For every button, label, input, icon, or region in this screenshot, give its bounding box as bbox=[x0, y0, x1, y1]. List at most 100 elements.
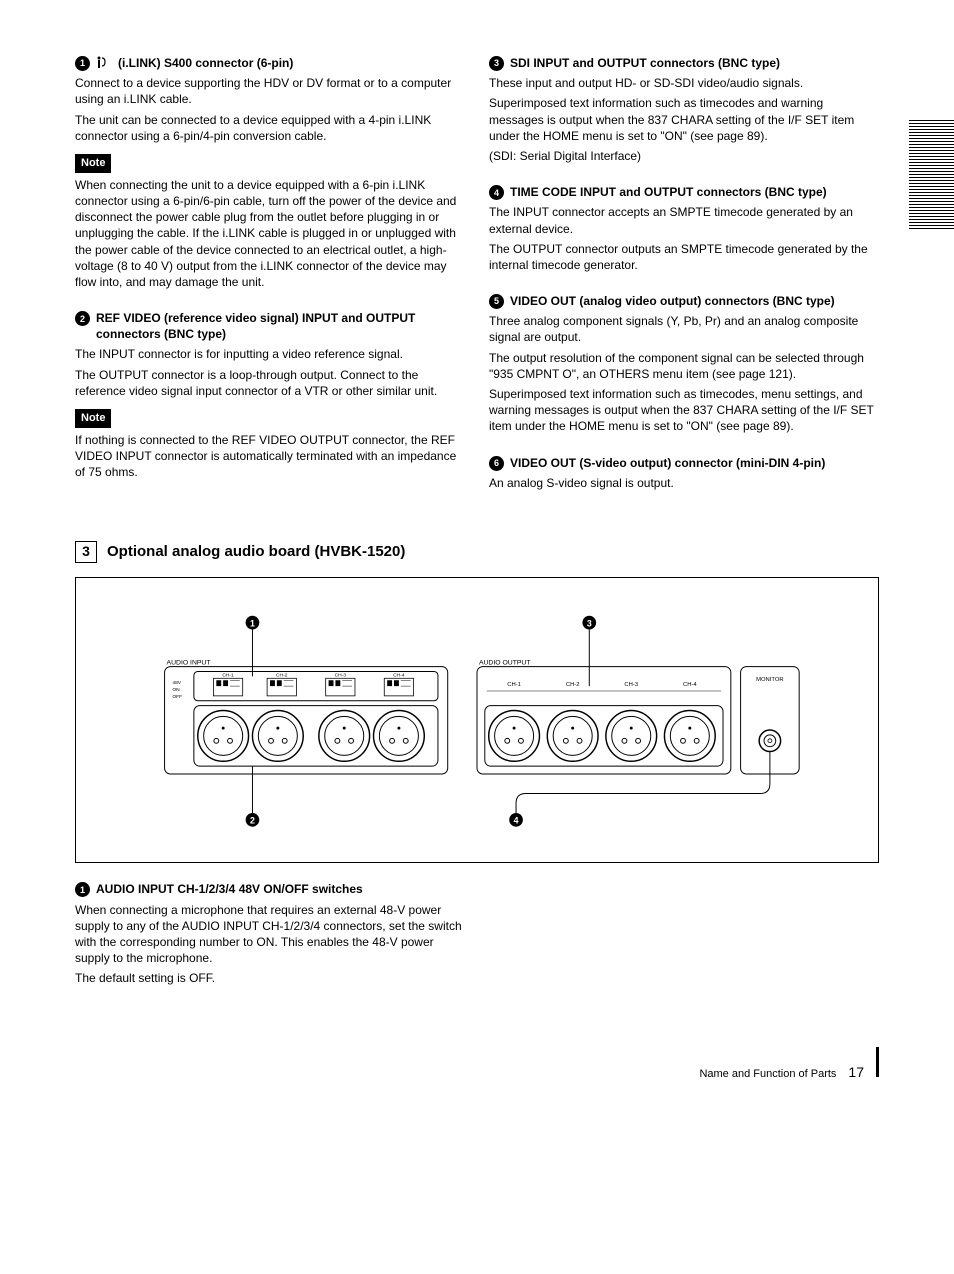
item-5-body: Three analog component signals (Y, Pb, P… bbox=[489, 313, 879, 434]
bullet-3: 3 bbox=[489, 56, 504, 71]
callout-3: 3 bbox=[582, 616, 596, 686]
lower-item-1-title: AUDIO INPUT CH-1/2/3/4 48V ON/OFF switch… bbox=[96, 881, 363, 897]
callout-2: 2 bbox=[246, 766, 260, 827]
xlr-out-2 bbox=[547, 710, 598, 761]
item-3-p2: Superimposed text information such as ti… bbox=[489, 95, 879, 144]
chapter-tab-lines bbox=[909, 120, 954, 230]
right-column: 3 SDI INPUT and OUTPUT connectors (BNC t… bbox=[489, 55, 879, 511]
section-number-box: 3 bbox=[75, 541, 97, 563]
item-1-title: (i.LINK) S400 connector (6-pin) bbox=[118, 55, 293, 71]
item-5-p1: Three analog component signals (Y, Pb, P… bbox=[489, 313, 879, 345]
item-6-body: An analog S-video signal is output. bbox=[489, 475, 879, 491]
item-2-p2: The OUTPUT connector is a loop-through o… bbox=[75, 367, 465, 399]
chapter-tab bbox=[909, 120, 954, 230]
two-column-upper: 1 (i.LINK) S400 connector (6-pin) Connec… bbox=[75, 55, 879, 511]
svg-text:CH-3: CH-3 bbox=[624, 682, 638, 688]
audio-input-module: AUDIO INPUT 48V ON OFF CH-1 bbox=[165, 660, 448, 774]
item-6-head: 6 VIDEO OUT (S-video output) connector (… bbox=[489, 455, 879, 471]
section-title: Optional analog audio board (HVBK-1520) bbox=[107, 542, 405, 562]
bullet-6: 6 bbox=[489, 456, 504, 471]
switch-ch1: CH-1 bbox=[213, 672, 242, 696]
page: 1 (i.LINK) S400 connector (6-pin) Connec… bbox=[0, 0, 954, 1122]
audio-output-module: AUDIO OUTPUT CH-1 CH-2 CH-3 CH-4 bbox=[477, 660, 731, 774]
item-2: 2 REF VIDEO (reference video signal) INP… bbox=[75, 310, 465, 480]
xlr-in-3 bbox=[319, 710, 370, 761]
two-column-lower: 1 AUDIO INPUT CH-1/2/3/4 48V ON/OFF swit… bbox=[75, 881, 879, 1006]
bullet-1: 1 bbox=[75, 56, 90, 71]
item-6-p1: An analog S-video signal is output. bbox=[489, 475, 879, 491]
item-3-head: 3 SDI INPUT and OUTPUT connectors (BNC t… bbox=[489, 55, 879, 71]
svg-text:CH-4: CH-4 bbox=[393, 672, 405, 678]
item-4-head: 4 TIME CODE INPUT and OUTPUT connectors … bbox=[489, 184, 879, 200]
lower-item-1: 1 AUDIO INPUT CH-1/2/3/4 48V ON/OFF swit… bbox=[75, 881, 465, 986]
svg-text:1: 1 bbox=[250, 618, 255, 628]
item-5: 5 VIDEO OUT (analog video output) connec… bbox=[489, 293, 879, 435]
item-3-p1: These input and output HD- or SD-SDI vid… bbox=[489, 75, 879, 91]
footer-title: Name and Function of Parts bbox=[699, 1067, 836, 1082]
left-column: 1 (i.LINK) S400 connector (6-pin) Connec… bbox=[75, 55, 465, 511]
item-1-p2: The unit can be connected to a device eq… bbox=[75, 112, 465, 144]
page-number: 17 bbox=[848, 1063, 864, 1082]
note-label: Note bbox=[75, 409, 111, 428]
item-2-title: REF VIDEO (reference video signal) INPUT… bbox=[96, 310, 465, 342]
item-2-head: 2 REF VIDEO (reference video signal) INP… bbox=[75, 310, 465, 342]
svg-text:CH-2: CH-2 bbox=[566, 682, 580, 688]
item-3-p3: (SDI: Serial Digital Interface) bbox=[489, 148, 879, 164]
xlr-out-4 bbox=[664, 710, 715, 761]
item-5-title: VIDEO OUT (analog video output) connecto… bbox=[510, 293, 835, 309]
lower-left-column: 1 AUDIO INPUT CH-1/2/3/4 48V ON/OFF swit… bbox=[75, 881, 465, 1006]
item-4-body: The INPUT connector accepts an SMPTE tim… bbox=[489, 204, 879, 273]
item-2-p1: The INPUT connector is for inputting a v… bbox=[75, 346, 465, 362]
item-4-p2: The OUTPUT connector outputs an SMPTE ti… bbox=[489, 241, 879, 273]
item-2-note-text: If nothing is connected to the REF VIDEO… bbox=[75, 432, 465, 481]
ilink-icon bbox=[96, 55, 108, 69]
bullet-2: 2 bbox=[75, 311, 90, 326]
item-4: 4 TIME CODE INPUT and OUTPUT connectors … bbox=[489, 184, 879, 273]
lower-item-1-body: When connecting a microphone that requir… bbox=[75, 902, 465, 987]
svg-text:AUDIO OUTPUT: AUDIO OUTPUT bbox=[479, 660, 531, 667]
item-4-title: TIME CODE INPUT and OUTPUT connectors (B… bbox=[510, 184, 827, 200]
switch-ch4: CH-4 bbox=[384, 672, 413, 696]
lower-item-1-p2: The default setting is OFF. bbox=[75, 970, 465, 986]
item-4-p1: The INPUT connector accepts an SMPTE tim… bbox=[489, 204, 879, 236]
xlr-in-2 bbox=[252, 710, 303, 761]
item-1-body: Connect to a device supporting the HDV o… bbox=[75, 75, 465, 144]
xlr-in-1 bbox=[198, 710, 249, 761]
item-1: 1 (i.LINK) S400 connector (6-pin) Connec… bbox=[75, 55, 465, 290]
svg-text:2: 2 bbox=[250, 816, 255, 826]
item-2-note: Note If nothing is connected to the REF … bbox=[75, 409, 465, 480]
xlr-out-3 bbox=[606, 710, 657, 761]
svg-text:4: 4 bbox=[514, 816, 519, 826]
section-3-header: 3 Optional analog audio board (HVBK-1520… bbox=[75, 541, 879, 563]
footer-bar bbox=[876, 1047, 879, 1077]
bullet-5: 5 bbox=[489, 294, 504, 309]
svg-text:CH-4: CH-4 bbox=[683, 682, 697, 688]
svg-text:48V: 48V bbox=[172, 680, 181, 686]
item-3-title: SDI INPUT and OUTPUT connectors (BNC typ… bbox=[510, 55, 780, 71]
lower-right-column bbox=[489, 881, 879, 1006]
item-1-head: 1 (i.LINK) S400 connector (6-pin) bbox=[75, 55, 465, 71]
item-5-p3: Superimposed text information such as ti… bbox=[489, 386, 879, 435]
lower-item-1-p1: When connecting a microphone that requir… bbox=[75, 902, 465, 967]
svg-text:CH-1: CH-1 bbox=[222, 672, 234, 678]
svg-text:CH-3: CH-3 bbox=[335, 672, 347, 678]
svg-text:CH-2: CH-2 bbox=[276, 672, 288, 678]
item-6-title: VIDEO OUT (S-video output) connector (mi… bbox=[510, 455, 825, 471]
bullet-4: 4 bbox=[489, 185, 504, 200]
diagram-svg: 1 3 AUDIO INPUT 48V ON OFF bbox=[106, 608, 848, 833]
svg-text:MONITOR: MONITOR bbox=[756, 677, 784, 683]
audio-board-diagram: 1 3 AUDIO INPUT 48V ON OFF bbox=[75, 577, 879, 864]
item-2-body: The INPUT connector is for inputting a v… bbox=[75, 346, 465, 399]
item-5-head: 5 VIDEO OUT (analog video output) connec… bbox=[489, 293, 879, 309]
svg-text:OFF: OFF bbox=[172, 694, 182, 700]
item-1-p1: Connect to a device supporting the HDV o… bbox=[75, 75, 465, 107]
item-6: 6 VIDEO OUT (S-video output) connector (… bbox=[489, 455, 879, 491]
xlr-out-1 bbox=[489, 710, 540, 761]
item-1-note-text: When connecting the unit to a device equ… bbox=[75, 177, 465, 290]
svg-text:ON: ON bbox=[172, 687, 180, 693]
svg-text:AUDIO INPUT: AUDIO INPUT bbox=[167, 660, 212, 667]
item-3: 3 SDI INPUT and OUTPUT connectors (BNC t… bbox=[489, 55, 879, 164]
note-label: Note bbox=[75, 154, 111, 173]
item-1-note: Note When connecting the unit to a devic… bbox=[75, 154, 465, 290]
svg-text:CH-1: CH-1 bbox=[507, 682, 521, 688]
